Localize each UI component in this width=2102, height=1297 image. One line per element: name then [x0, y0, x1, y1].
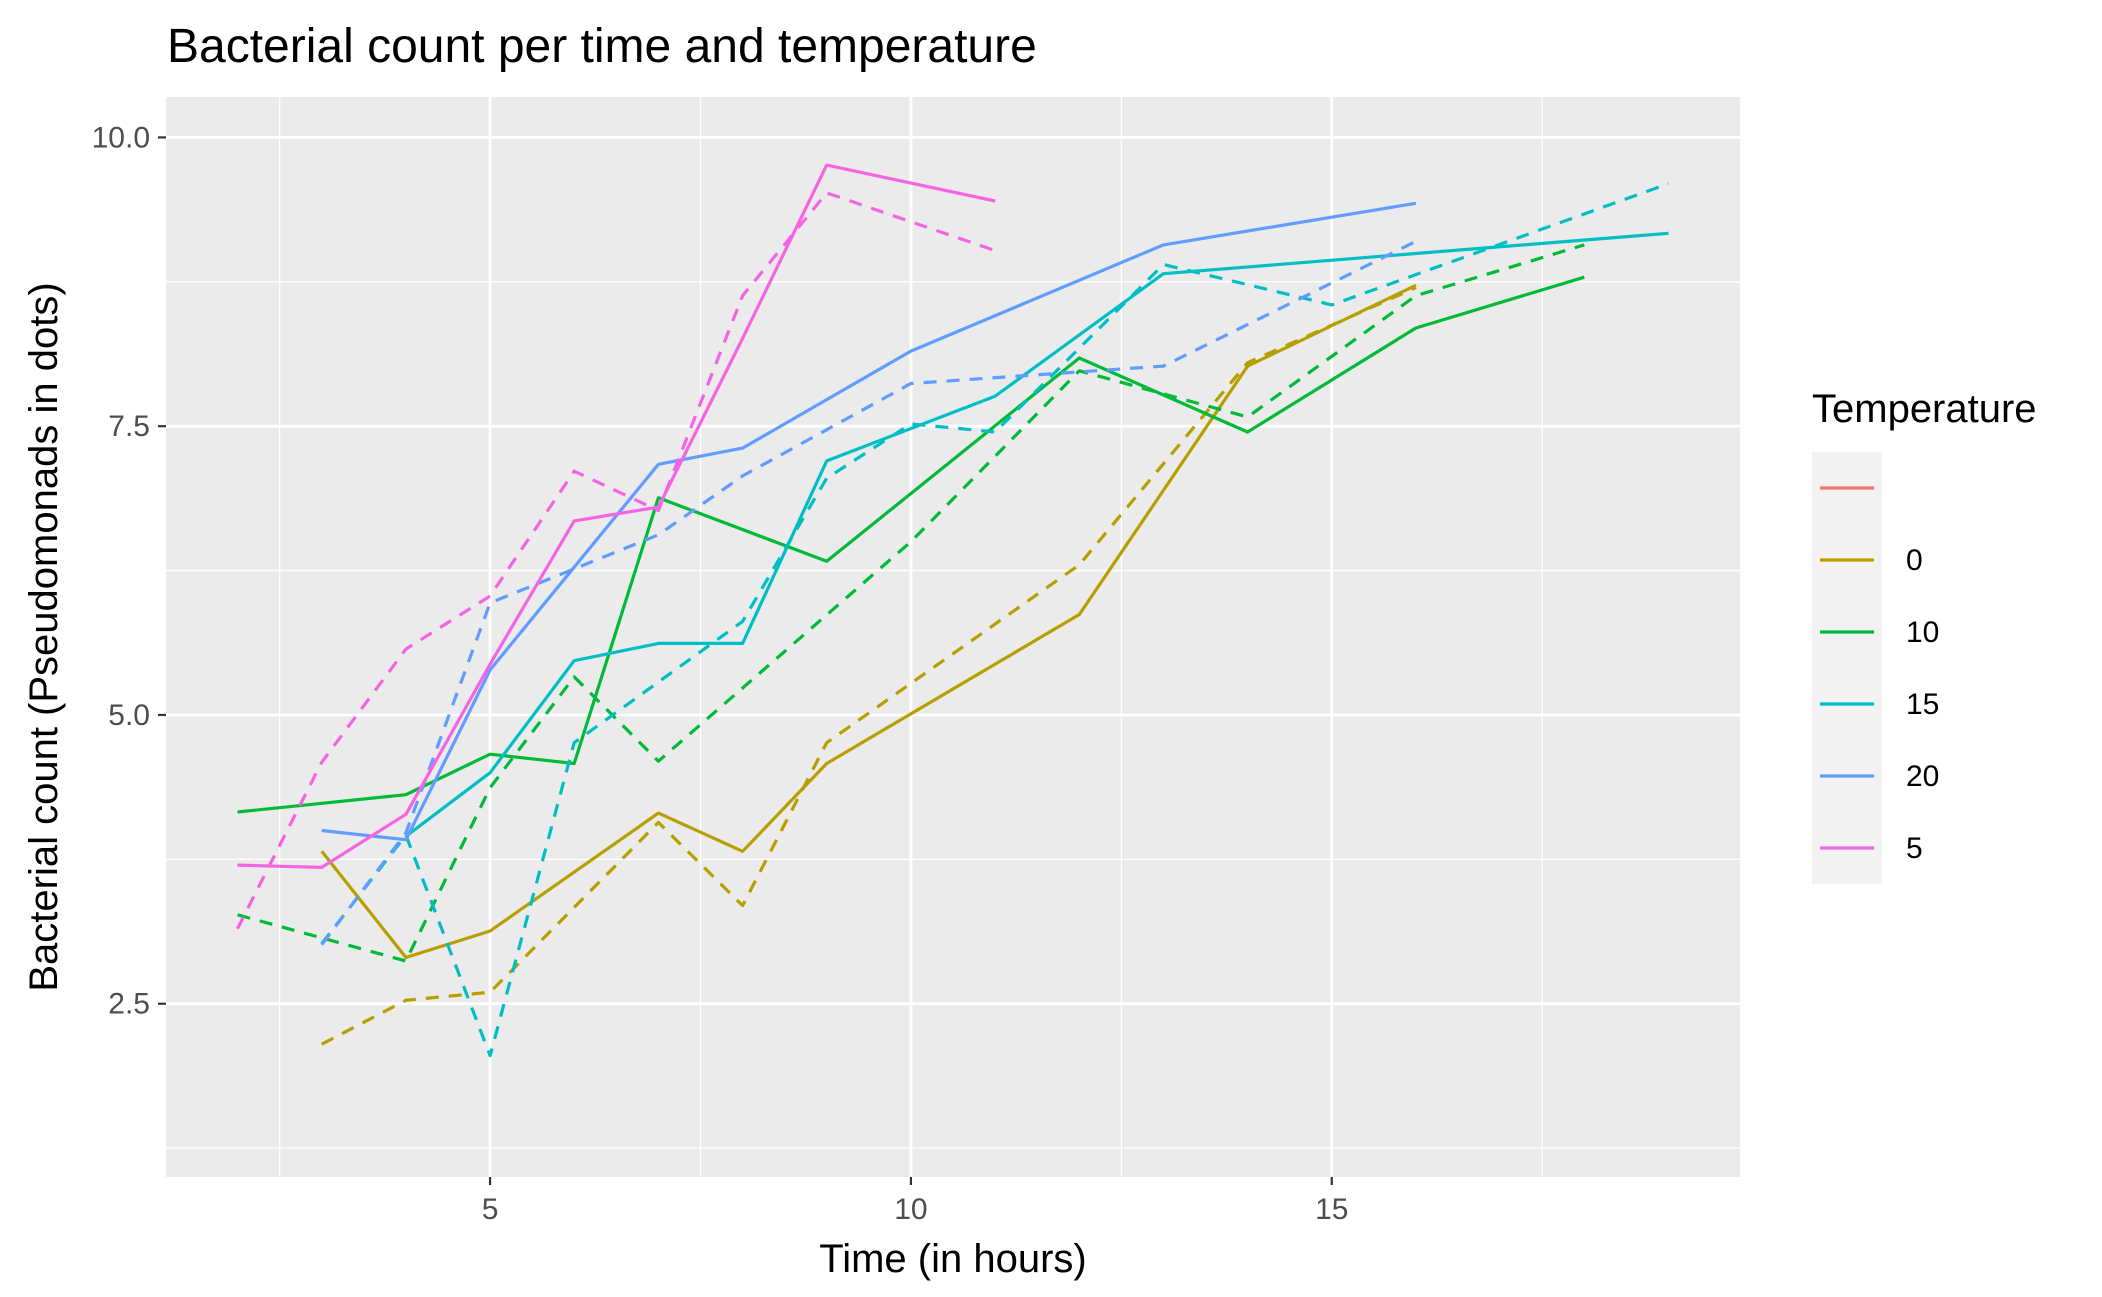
legend-key-label: 20	[1906, 760, 1939, 793]
legend-key-label: 5	[1906, 832, 1923, 865]
plot-panel	[166, 97, 1740, 1177]
legend-key-label: 0	[1906, 544, 1923, 577]
legend-key-label: 10	[1906, 616, 1939, 649]
series-line-0-solid	[320, 283, 1417, 960]
legend-key-label: 15	[1906, 688, 1939, 721]
legend: Temperature 0 10 15 20 5	[1812, 387, 2037, 884]
x-tick-label: 10	[894, 1193, 927, 1226]
x-axis-title: Time (in hours)	[819, 1237, 1086, 1281]
y-tick-label: 5.0	[108, 699, 150, 732]
legend-keys: 0 10 15 20 5	[1812, 452, 1939, 884]
chart-title: Bacterial count per time and temperature	[167, 20, 1037, 73]
series-line-5-dashed	[236, 191, 996, 930]
legend-title: Temperature	[1812, 387, 2037, 431]
y-tick-label: 7.5	[108, 410, 150, 443]
y-tick-label: 2.5	[108, 988, 150, 1021]
series-line-10-dashed	[237, 243, 1585, 963]
series-line-5-solid	[237, 163, 996, 870]
series-line-15-dashed	[320, 182, 1670, 1058]
series-line-20-solid	[321, 201, 1417, 842]
series-layer	[236, 163, 1670, 1058]
grid-major	[166, 97, 1740, 1177]
series-line-0-dashed	[320, 286, 1417, 1046]
x-tick-label: 15	[1315, 1193, 1348, 1226]
y-tick-label: 10.0	[92, 121, 150, 154]
y-axis: 2.5 5.0 7.5 10.0	[92, 121, 166, 1021]
y-axis-title: Bacterial count (Pseudomonads in dots)	[22, 282, 66, 991]
grid-minor	[166, 97, 1740, 1177]
legend-key-background	[1812, 452, 1882, 884]
series-line-15-solid	[404, 231, 1669, 838]
series-line-10-solid	[237, 275, 1585, 814]
x-axis: 5 10 15	[482, 1177, 1348, 1226]
x-tick-label: 5	[482, 1193, 499, 1226]
